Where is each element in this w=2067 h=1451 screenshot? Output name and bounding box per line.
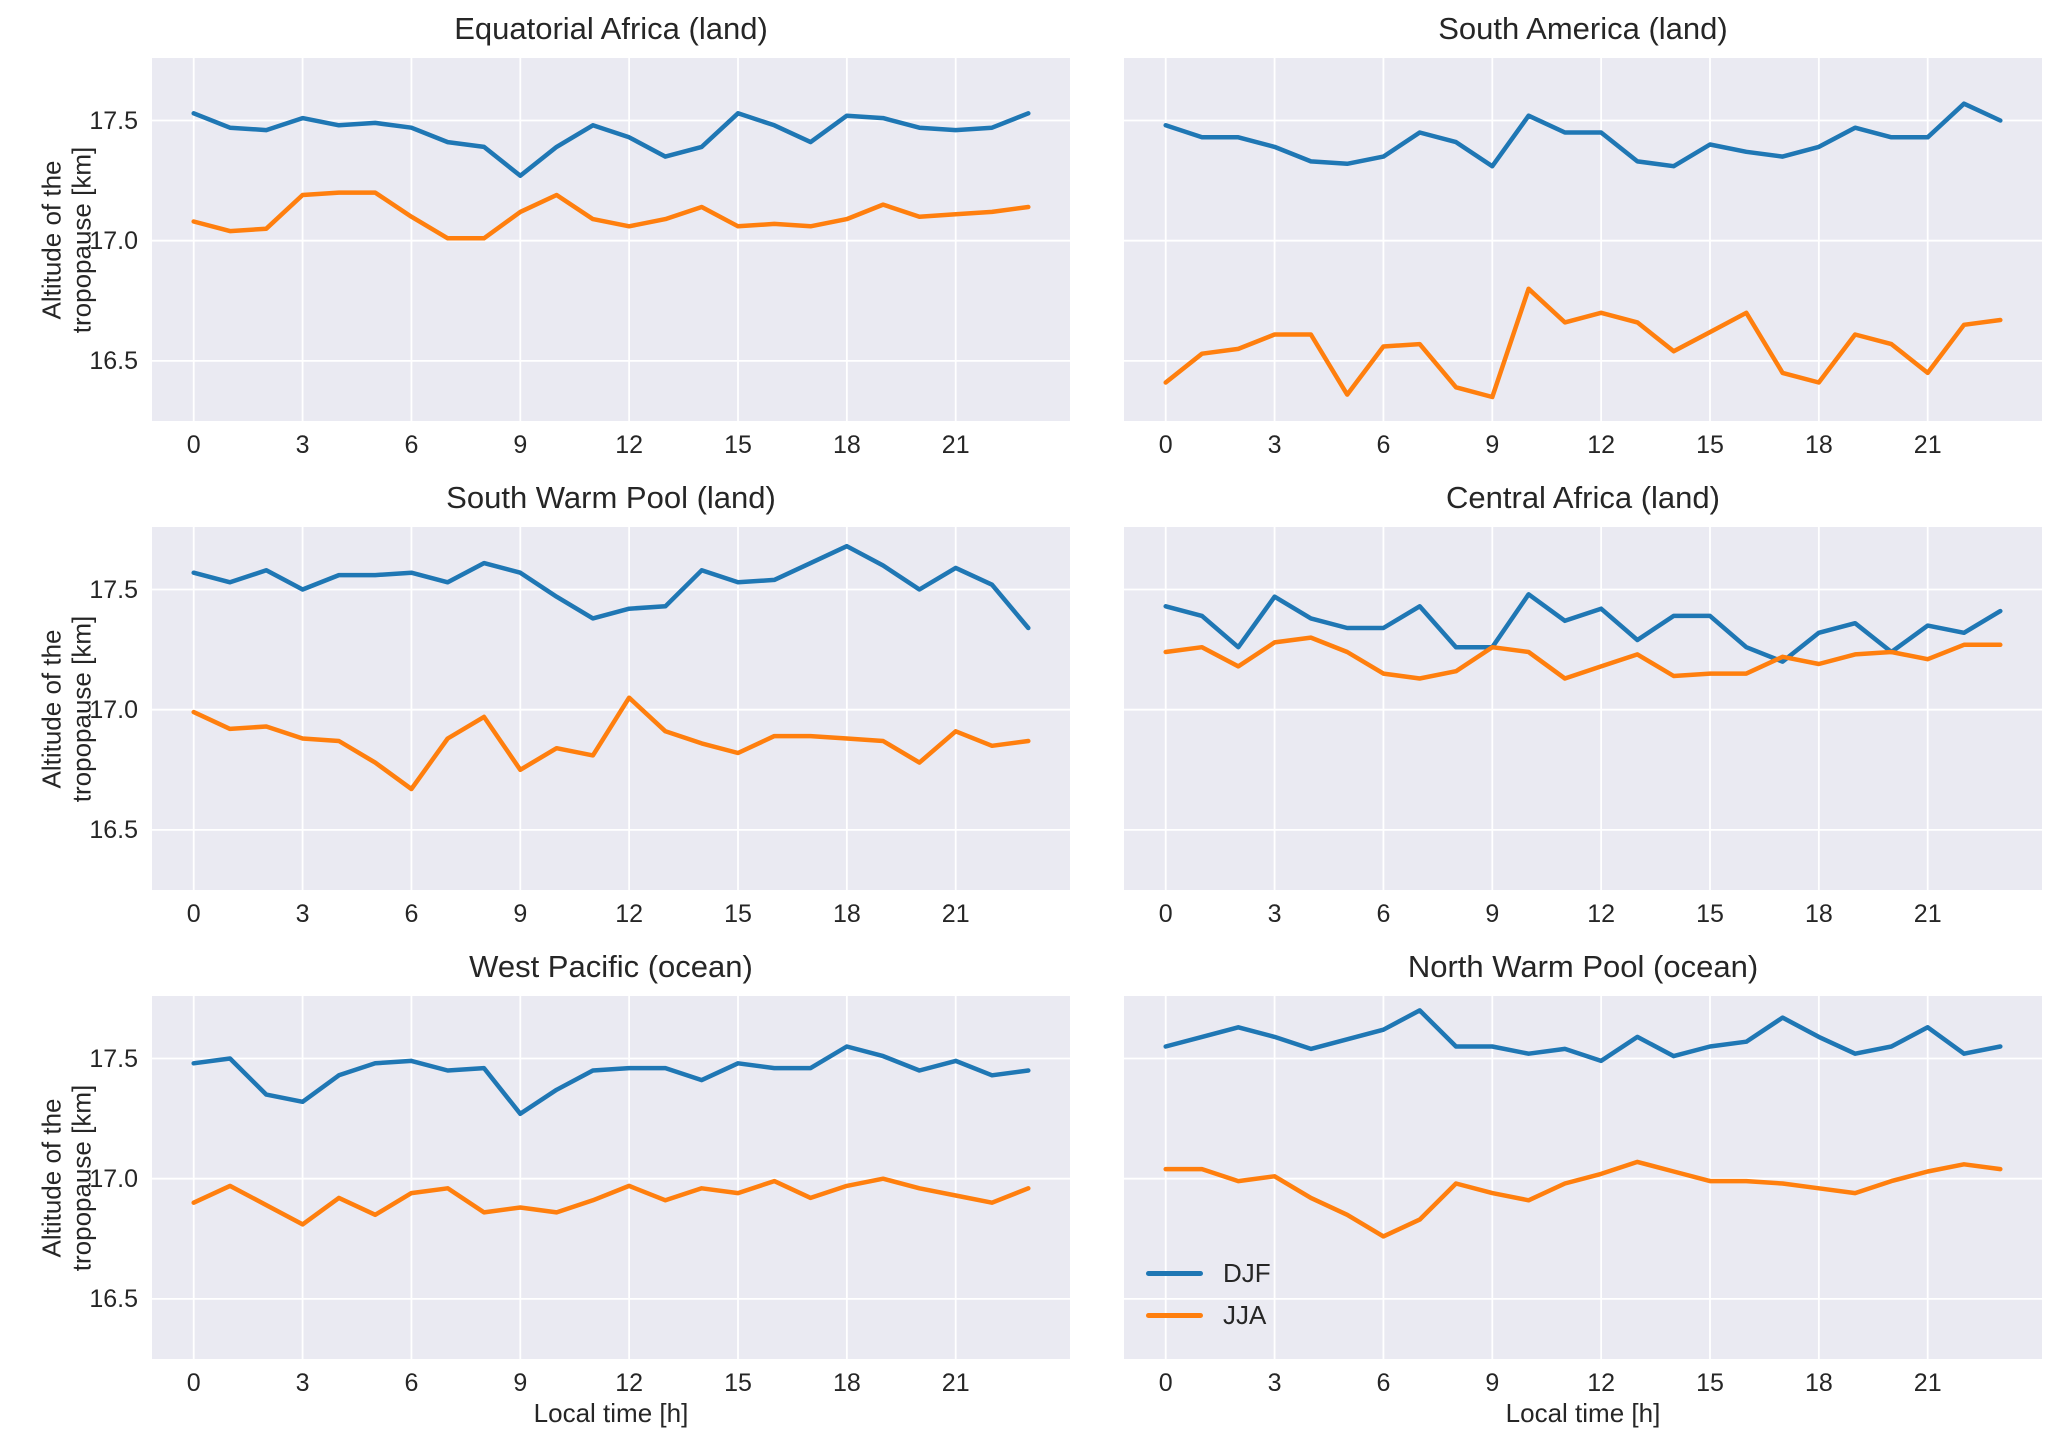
x-tick-label: 0 bbox=[1158, 1369, 1173, 1397]
x-tick-label: 9 bbox=[1485, 431, 1500, 459]
x-tick-label: 9 bbox=[513, 431, 528, 459]
x-tick-label: 12 bbox=[1587, 431, 1616, 459]
y-tick-label: 17.0 bbox=[89, 226, 138, 255]
x-tick-label: 9 bbox=[1485, 900, 1500, 928]
series-line-jja bbox=[1163, 635, 2003, 681]
x-tick-label: 21 bbox=[941, 900, 970, 928]
x-tick-label: 3 bbox=[1267, 900, 1282, 928]
line-chart-west-pacific bbox=[152, 996, 1070, 1359]
panel-title: Equatorial Africa (land) bbox=[454, 11, 768, 46]
x-tick-label: 6 bbox=[404, 431, 419, 459]
legend-item-jja: JJA bbox=[1146, 1300, 1271, 1330]
line-chart-south-america bbox=[1124, 58, 2042, 421]
panel-title: Central Africa (land) bbox=[1446, 480, 1720, 515]
x-tick-label: 6 bbox=[1376, 431, 1391, 459]
panel-title: North Warm Pool (ocean) bbox=[1407, 949, 1759, 984]
series-line-djf bbox=[191, 1044, 1031, 1117]
x-tick-label: 18 bbox=[1804, 900, 1833, 928]
panel-title: South Warm Pool (land) bbox=[446, 480, 776, 515]
series-line-djf bbox=[1163, 592, 2003, 664]
x-tick-label: 21 bbox=[1913, 1369, 1942, 1397]
x-tick-label: 15 bbox=[1696, 1369, 1724, 1397]
x-tick-label: 0 bbox=[1158, 900, 1173, 928]
series-line-djf bbox=[191, 111, 1031, 179]
x-tick-label: 15 bbox=[724, 1369, 752, 1397]
x-axis-label: Local time [h] bbox=[533, 1398, 689, 1428]
x-tick-label: 15 bbox=[724, 900, 752, 928]
series-line-djf bbox=[1163, 101, 2003, 169]
x-tick-label: 21 bbox=[941, 431, 970, 459]
y-tick-label: 17.5 bbox=[89, 106, 138, 135]
x-tick-label: 9 bbox=[513, 1369, 528, 1397]
x-tick-label: 18 bbox=[832, 900, 861, 928]
x-tick-label: 15 bbox=[724, 431, 752, 459]
series-line-jja bbox=[1163, 1159, 2003, 1239]
x-tick-label: 15 bbox=[1696, 431, 1724, 459]
legend-item-djf: DJF bbox=[1146, 1258, 1271, 1288]
series-line-jja bbox=[191, 695, 1031, 792]
x-tick-label: 0 bbox=[186, 431, 201, 459]
x-tick-label: 3 bbox=[1267, 1369, 1282, 1397]
line-chart-equatorial-africa bbox=[152, 58, 1070, 421]
x-tick-label: 3 bbox=[295, 1369, 310, 1397]
x-tick-label: 18 bbox=[832, 431, 861, 459]
legend-label: JJA bbox=[1223, 1299, 1267, 1330]
x-tick-label: 0 bbox=[186, 900, 201, 928]
x-tick-label: 18 bbox=[832, 1369, 861, 1397]
x-tick-label: 3 bbox=[295, 431, 310, 459]
x-tick-label: 15 bbox=[1696, 900, 1724, 928]
x-tick-label: 12 bbox=[615, 900, 644, 928]
jja-line-swatch bbox=[1146, 1312, 1203, 1318]
x-tick-label: 21 bbox=[1913, 431, 1942, 459]
y-tick-label: 16.5 bbox=[89, 1284, 138, 1313]
x-tick-label: 0 bbox=[1158, 431, 1173, 459]
series-line-jja bbox=[191, 190, 1031, 241]
x-tick-label: 12 bbox=[615, 431, 644, 459]
y-tick-label: 16.5 bbox=[89, 815, 138, 844]
x-tick-label: 12 bbox=[1587, 900, 1616, 928]
x-tick-label: 12 bbox=[1587, 1369, 1616, 1397]
x-tick-label: 6 bbox=[1376, 900, 1391, 928]
y-tick-label: 16.5 bbox=[89, 346, 138, 375]
y-tick-label: 17.5 bbox=[89, 1044, 138, 1073]
x-tick-label: 3 bbox=[1267, 431, 1282, 459]
line-chart-central-africa bbox=[1124, 527, 2042, 890]
x-axis-label: Local time [h] bbox=[1505, 1398, 1661, 1428]
series-line-djf bbox=[191, 543, 1031, 631]
x-tick-label: 12 bbox=[615, 1369, 644, 1397]
series-line-jja bbox=[1163, 286, 2003, 400]
x-tick-label: 18 bbox=[1804, 431, 1833, 459]
line-chart-north-warm-pool bbox=[1124, 996, 2042, 1359]
y-tick-label: 17.5 bbox=[89, 575, 138, 604]
djf-line-swatch bbox=[1146, 1270, 1203, 1276]
panel-title: South America (land) bbox=[1438, 11, 1728, 46]
line-chart-south-warm-pool bbox=[152, 527, 1070, 890]
x-tick-label: 6 bbox=[404, 1369, 419, 1397]
series-line-djf bbox=[1163, 1008, 2003, 1064]
legend: DJF JJA bbox=[1146, 1258, 1271, 1342]
series-line-jja bbox=[191, 1176, 1031, 1227]
x-tick-label: 6 bbox=[404, 900, 419, 928]
x-tick-label: 21 bbox=[1913, 900, 1942, 928]
panel-title: West Pacific (ocean) bbox=[469, 949, 753, 984]
x-tick-label: 3 bbox=[295, 900, 310, 928]
x-tick-label: 6 bbox=[1376, 1369, 1391, 1397]
x-tick-label: 21 bbox=[941, 1369, 970, 1397]
y-tick-label: 17.0 bbox=[89, 695, 138, 724]
legend-label: DJF bbox=[1223, 1257, 1271, 1288]
x-tick-label: 0 bbox=[186, 1369, 201, 1397]
x-tick-label: 9 bbox=[1485, 1369, 1500, 1397]
y-tick-label: 17.0 bbox=[89, 1164, 138, 1193]
x-tick-label: 9 bbox=[513, 900, 528, 928]
x-tick-label: 18 bbox=[1804, 1369, 1833, 1397]
